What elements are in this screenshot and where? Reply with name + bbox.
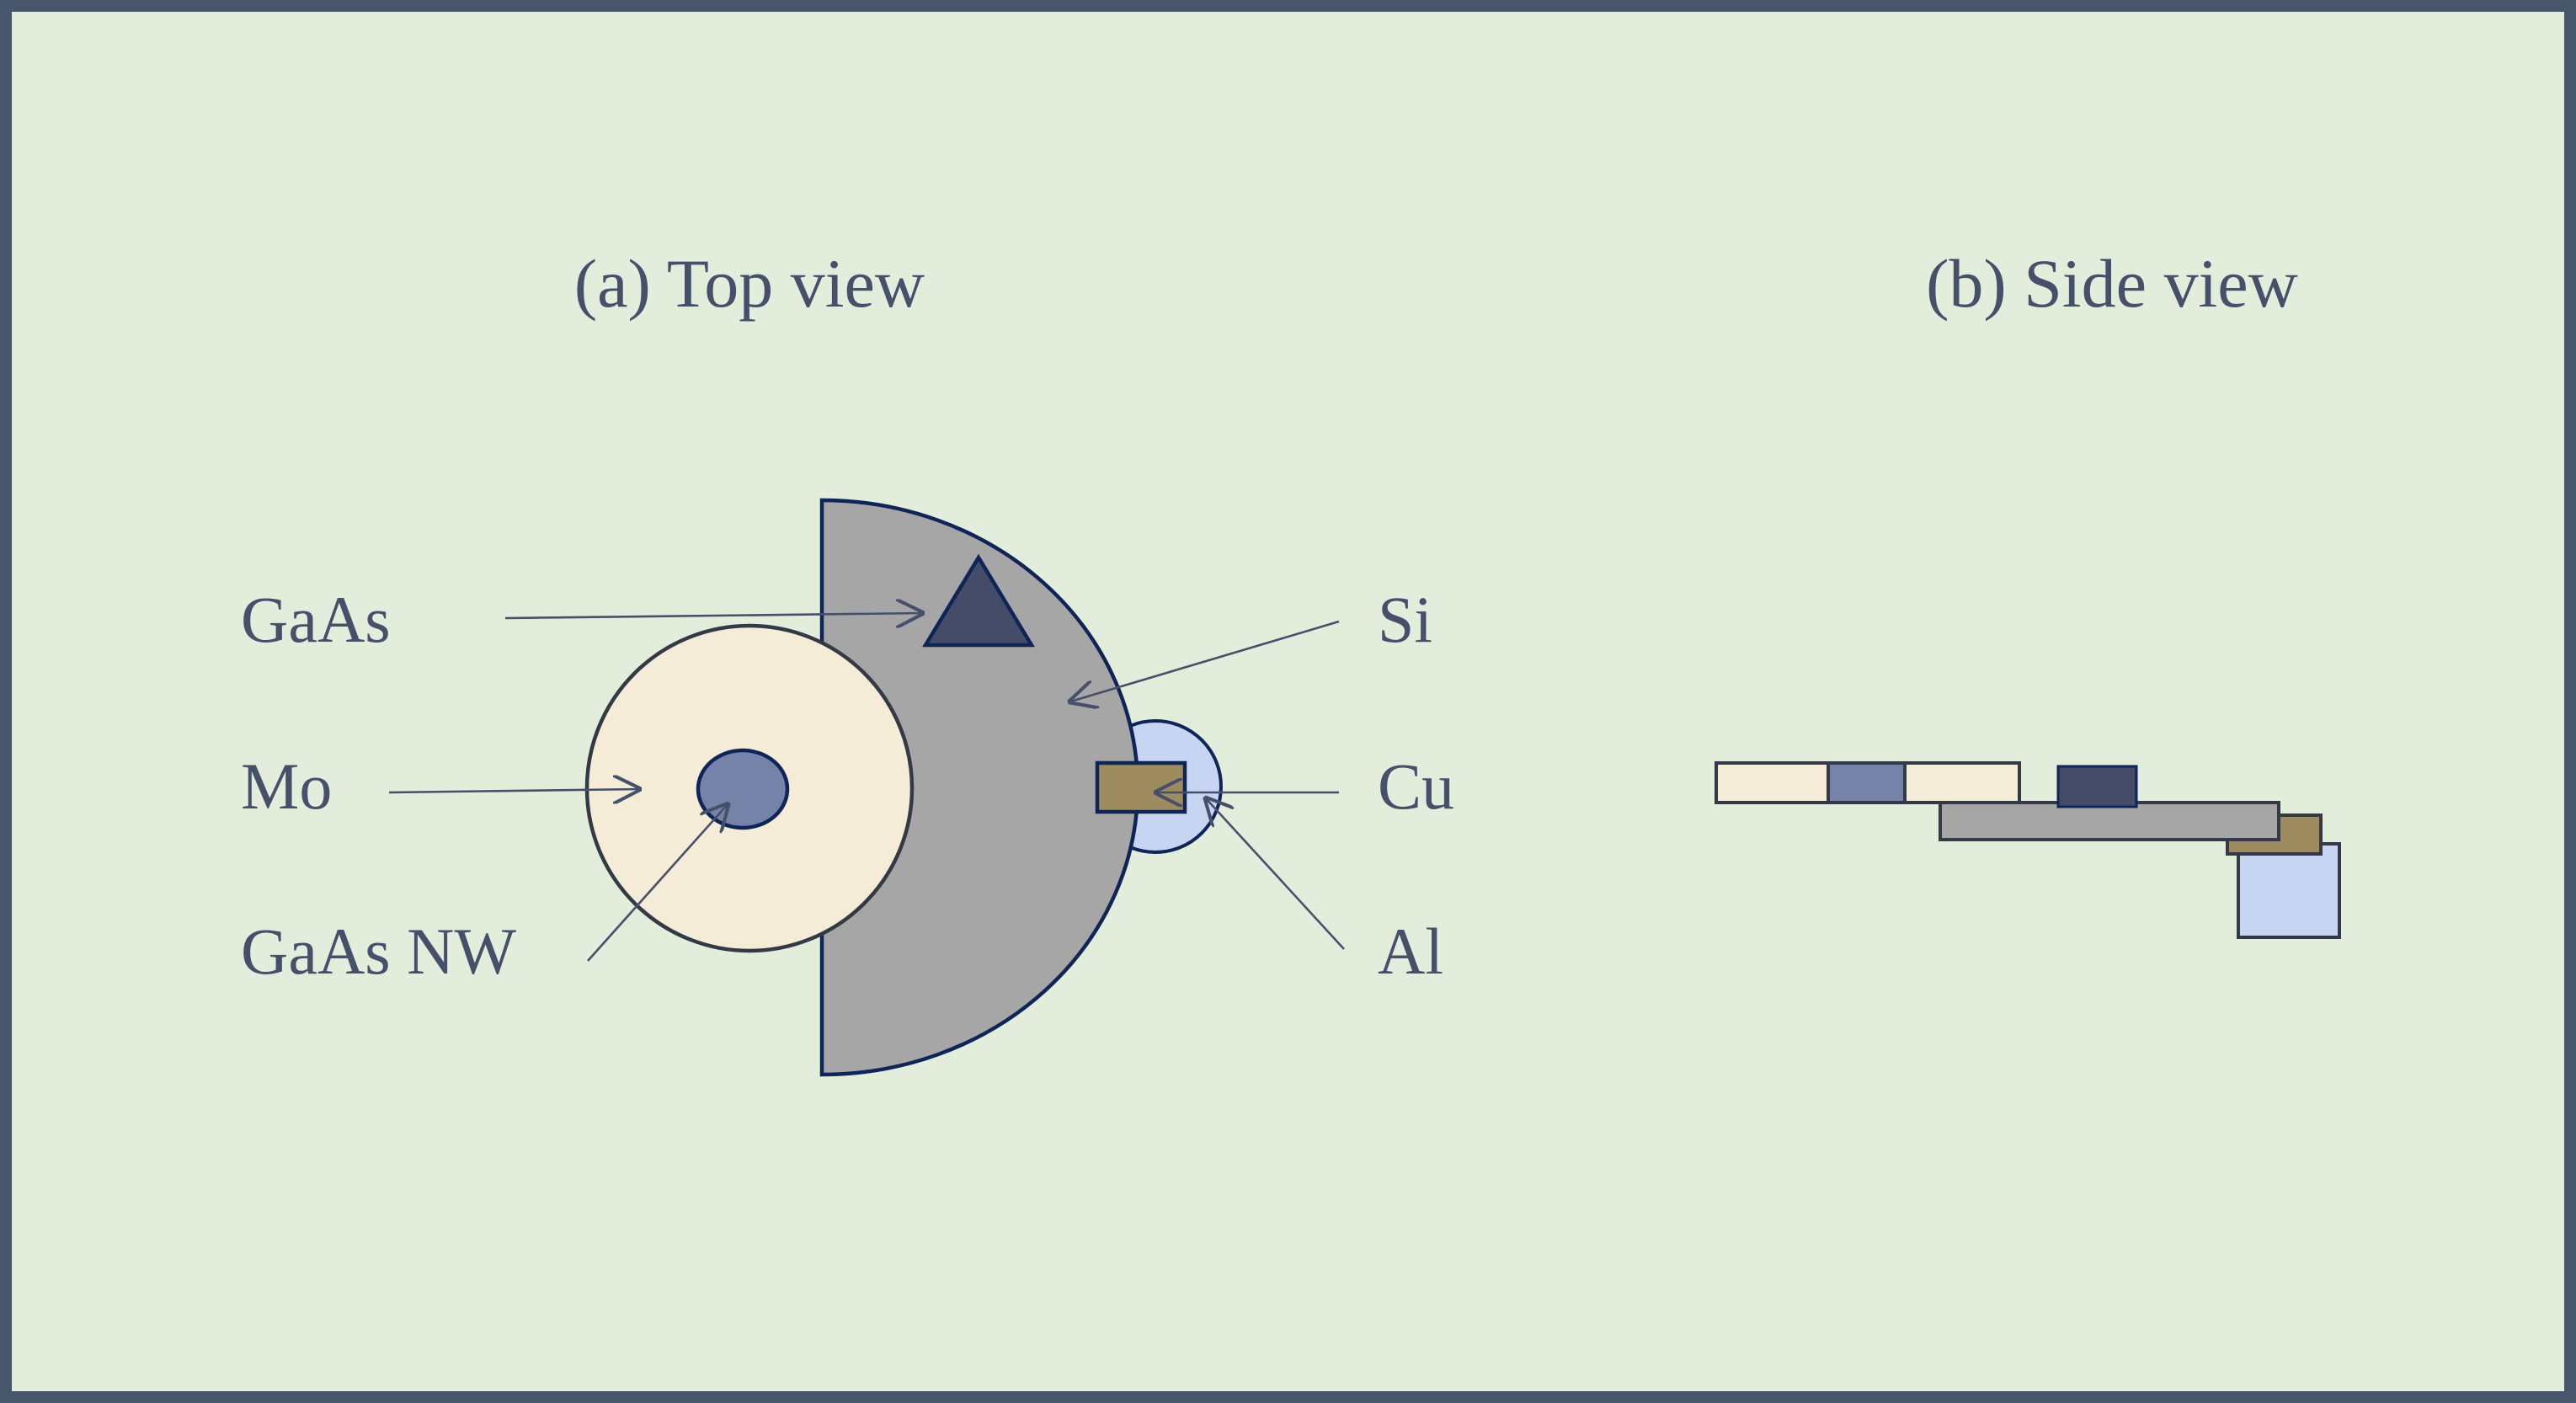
label-gaas-nw: GaAs NW xyxy=(241,915,516,988)
gaas-triangle-top xyxy=(922,553,1035,648)
gaas-block-side xyxy=(2056,765,2138,808)
si-layer-side xyxy=(1939,801,2280,841)
label-si: Si xyxy=(1378,583,1432,656)
arrow-al xyxy=(1204,797,1345,950)
arrow-si xyxy=(1068,620,1340,702)
title-top-view: (a) Top view xyxy=(574,245,925,322)
label-mo: Mo xyxy=(241,750,332,823)
al-layer-side xyxy=(2237,842,2341,939)
top-view: GaAs Mo GaAs NW Si Cu Al xyxy=(241,498,1454,1077)
arrow-gaas-nw xyxy=(587,803,729,962)
arrow-mo xyxy=(388,789,642,792)
side-view xyxy=(1715,761,2341,939)
gaas-nw-top xyxy=(696,748,790,830)
label-gaas: GaAs xyxy=(241,583,391,656)
background-panel xyxy=(12,12,2564,1391)
title-side-view: (b) Side view xyxy=(1926,245,2298,322)
label-cu: Cu xyxy=(1378,750,1454,823)
label-al: Al xyxy=(1378,915,1443,988)
cu-contact-top xyxy=(1095,760,1187,814)
gaas-nw-side xyxy=(1827,761,1907,804)
arrow-gaas xyxy=(504,613,925,618)
